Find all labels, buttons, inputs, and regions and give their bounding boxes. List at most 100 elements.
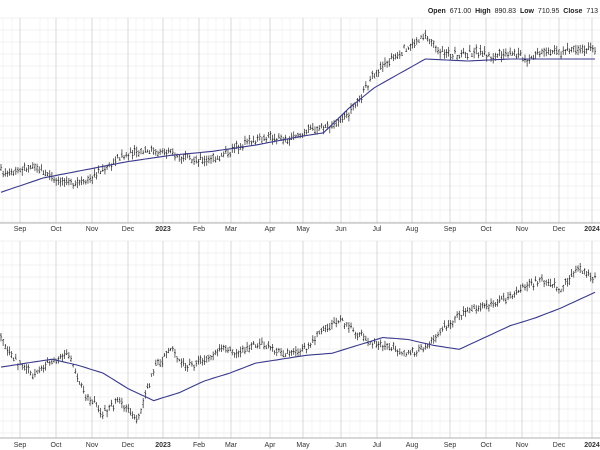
top-ohlc-bar [48, 170, 51, 181]
bottom-ohlc-bar [235, 349, 238, 359]
bottom-ohlc-bar [532, 283, 535, 291]
top-ohlc-bar [195, 155, 198, 164]
top-ohlc-bar [140, 148, 143, 155]
top-ohlc-bar [583, 45, 586, 56]
bottom-ohlc-bar [543, 279, 546, 288]
top-ohlc-bar [504, 48, 507, 57]
bottom-ohlc-bar [498, 295, 501, 303]
top-ohlc-bar [14, 166, 17, 175]
top-ohlc-bar [369, 75, 372, 82]
bottom-ohlc-bar [420, 344, 423, 351]
bottom-ohlc-bar [581, 270, 584, 274]
top-ohlc-bar [63, 178, 66, 187]
bottom-ohlc-bar [120, 397, 123, 409]
top-ohlc-bar [201, 156, 204, 165]
bottom-ohlc-bar [458, 310, 461, 321]
bottom-ohlc-bar [180, 358, 183, 368]
bottom-ohlc-bar [483, 303, 486, 309]
top-ohlc-bar [405, 48, 408, 52]
bottom-ohlc-bar [326, 323, 329, 332]
bottom-ohlc-bar [430, 336, 433, 344]
top-x-tick-label: Aug [406, 226, 419, 233]
top-ohlc-bar [534, 51, 537, 60]
top-ohlc-bar [241, 144, 244, 151]
top-ohlc-bar [409, 43, 412, 51]
top-ohlc-bar [540, 48, 543, 55]
top-ohlc-bar [152, 147, 155, 155]
bottom-ohlc-bar [195, 360, 198, 367]
top-ohlc-bar [226, 149, 229, 158]
top-ohlc-bar [284, 134, 287, 143]
bottom-ohlc-bar [65, 349, 68, 356]
top-ohlc-bar [451, 54, 454, 60]
bottom-ohlc-bar [432, 334, 435, 344]
bottom-ohlc-bar [190, 361, 193, 367]
top-ohlc-bar [144, 146, 147, 153]
bottom-ohlc-bar [284, 353, 287, 358]
bottom-ohlc-bar [135, 414, 138, 424]
bottom-ohlc-bar [579, 263, 582, 273]
top-ohlc-bar [286, 139, 289, 145]
bottom-ohlc-bar [178, 358, 181, 362]
bottom-ohlc-bar [254, 344, 257, 348]
bottom-ohlc-bar [409, 350, 412, 356]
top-ohlc-bar [560, 51, 563, 60]
bottom-ohlc-bar [197, 355, 200, 365]
top-x-tick-label: Apr [265, 226, 277, 233]
bottom-ohlc-bar [27, 364, 30, 374]
top-ohlc-bar [76, 177, 79, 189]
top-ohlc-bar [468, 44, 471, 53]
top-ohlc-bar [403, 44, 406, 49]
bottom-ohlc-bar [564, 278, 567, 285]
bottom-ohlc-bar [89, 396, 92, 406]
bottom-ohlc-bar [400, 351, 403, 356]
top-ohlc-bar [562, 46, 565, 55]
top-ohlc-bar [555, 45, 558, 55]
top-ohlc-bar [250, 140, 253, 146]
bottom-ohlc-bar [386, 342, 389, 350]
bottom-ohlc-bar [40, 365, 43, 371]
top-ohlc-bar [269, 131, 272, 141]
bottom-ohlc-bar [500, 295, 503, 300]
top-ohlc-bar [466, 52, 469, 60]
bottom-ohlc-bar [29, 370, 32, 376]
bottom-ohlc-bar [57, 356, 60, 364]
bottom-ohlc-bar [12, 357, 15, 362]
top-ohlc-bar [517, 47, 520, 58]
top-ohlc-bar [277, 133, 280, 139]
top-ohlc-bar [188, 154, 191, 161]
top-ohlc-bar [392, 54, 395, 62]
top-ohlc-bar [86, 175, 89, 184]
bottom-ohlc-bar [267, 341, 270, 349]
bottom-ohlc-bar [127, 404, 130, 413]
bottom-ohlc-bar [583, 268, 586, 275]
bottom-ohlc-bar [76, 373, 79, 382]
open-value: 671.00 [449, 8, 472, 15]
bottom-ohlc-bar [405, 352, 408, 357]
bottom-ohlc-bar [396, 349, 399, 357]
bottom-ohlc-bar [67, 352, 70, 359]
top-ohlc-bar [229, 151, 232, 158]
top-ohlc-bar [526, 58, 529, 67]
top-ohlc-bar [101, 164, 104, 172]
top-ohlc-bar [377, 69, 380, 77]
ohlc-readout: Open 671.00 High 890.83 Low 710.95 Close… [428, 8, 600, 15]
bottom-ohlc-bar [519, 284, 522, 293]
top-ohlc-bar [305, 129, 308, 135]
top-ohlc-bar [585, 48, 588, 54]
top-x-tick-label: Mar [225, 226, 238, 233]
bottom-ohlc-bar [557, 288, 560, 294]
top-ohlc-bar [396, 51, 399, 60]
top-ohlc-bar [165, 149, 168, 159]
bottom-ohlc-bar [477, 305, 480, 312]
top-ohlc-bar [146, 149, 149, 153]
top-ohlc-bar [475, 44, 478, 55]
top-ohlc-bar [487, 51, 490, 57]
bottom-ohlc-bar [256, 343, 259, 349]
bottom-ohlc-bar [453, 315, 456, 323]
bottom-ohlc-bar [398, 348, 401, 355]
bottom-ohlc-bar [38, 366, 41, 374]
top-ohlc-bar [150, 145, 153, 152]
top-ohlc-bar [443, 49, 446, 59]
top-ohlc-bar [500, 51, 503, 63]
